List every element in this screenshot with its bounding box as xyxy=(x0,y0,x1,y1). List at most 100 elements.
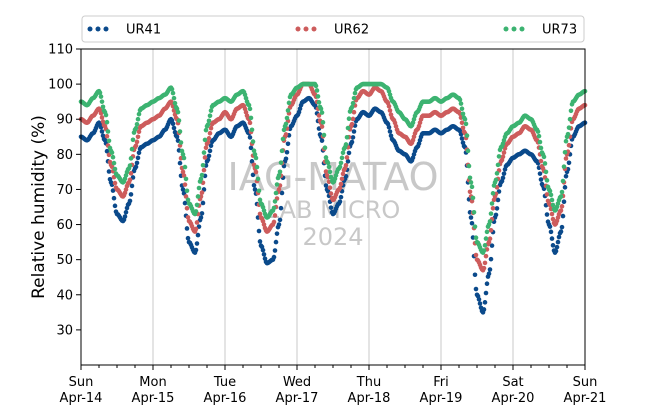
legend: UR41 UR62 UR73 xyxy=(81,15,585,43)
legend-marker xyxy=(103,26,109,32)
y-tick-label: 110 xyxy=(48,43,73,58)
data-point xyxy=(112,203,118,209)
data-point xyxy=(284,115,290,121)
data-point xyxy=(278,205,284,211)
data-point xyxy=(207,130,213,136)
data-point xyxy=(201,150,207,155)
data-point xyxy=(560,213,566,219)
data-point xyxy=(136,111,142,117)
data-point xyxy=(198,215,204,220)
data-point xyxy=(318,106,324,111)
legend-marker xyxy=(303,26,309,32)
data-point xyxy=(195,232,201,238)
data-point xyxy=(486,271,492,277)
data-point xyxy=(109,150,115,155)
data-point xyxy=(487,236,493,242)
data-point xyxy=(248,145,254,151)
data-point xyxy=(339,155,345,161)
x-tick-date: Apr-17 xyxy=(276,391,319,406)
data-point xyxy=(321,132,327,138)
legend-marker xyxy=(95,26,101,32)
data-point xyxy=(496,154,502,159)
data-point xyxy=(386,103,392,109)
data-point xyxy=(351,129,357,134)
y-tick-label: 50 xyxy=(56,253,73,268)
data-point xyxy=(351,95,357,101)
data-point xyxy=(251,182,257,188)
data-point xyxy=(558,194,564,199)
data-point xyxy=(494,171,500,176)
legend-marker xyxy=(503,26,509,32)
data-point xyxy=(128,156,134,161)
data-point xyxy=(199,190,205,195)
data-point xyxy=(256,188,262,194)
data-point xyxy=(559,204,565,209)
data-point xyxy=(537,139,543,145)
data-point xyxy=(184,206,190,211)
data-point xyxy=(129,183,135,189)
data-point xyxy=(203,127,209,133)
data-point xyxy=(253,155,259,161)
data-point xyxy=(106,169,112,174)
data-point xyxy=(556,234,562,240)
data-point xyxy=(172,100,178,106)
data-point xyxy=(559,189,565,195)
data-point xyxy=(343,142,349,147)
data-point xyxy=(337,164,343,170)
data-point xyxy=(535,129,541,134)
data-point xyxy=(323,183,329,188)
data-point xyxy=(199,211,205,216)
data-point xyxy=(350,116,356,122)
x-tick-day: Thu xyxy=(356,375,381,390)
data-point xyxy=(276,222,282,227)
data-point xyxy=(276,187,282,192)
data-point xyxy=(252,187,258,192)
data-point xyxy=(130,137,136,143)
data-point xyxy=(279,148,285,154)
data-point xyxy=(180,187,186,192)
data-point xyxy=(345,125,351,131)
data-point xyxy=(206,153,212,159)
data-point xyxy=(487,219,493,224)
data-point xyxy=(484,229,490,235)
data-point xyxy=(386,124,392,130)
data-point xyxy=(542,161,548,166)
data-point xyxy=(462,116,468,122)
data-point xyxy=(277,169,283,175)
data-point xyxy=(489,201,495,206)
data-point xyxy=(178,140,184,145)
data-point xyxy=(128,192,134,197)
data-point xyxy=(468,215,474,220)
data-point xyxy=(561,164,567,169)
data-point xyxy=(488,227,494,233)
data-point xyxy=(553,248,559,254)
legend-entry-UR73: UR73 xyxy=(503,23,577,38)
data-point xyxy=(494,206,500,211)
data-point xyxy=(127,177,133,183)
data-point xyxy=(559,224,565,230)
legend-marker xyxy=(511,26,517,32)
data-point xyxy=(181,155,187,161)
data-point xyxy=(285,141,291,147)
data-point xyxy=(313,83,319,89)
y-tick-label: 40 xyxy=(56,288,73,303)
data-point xyxy=(195,194,201,199)
data-point xyxy=(98,110,104,116)
data-point xyxy=(548,229,554,235)
data-point xyxy=(194,220,200,225)
data-point xyxy=(247,120,253,126)
data-point xyxy=(477,301,483,306)
data-point xyxy=(251,148,257,153)
data-point xyxy=(250,139,256,144)
data-point xyxy=(184,188,190,194)
data-point xyxy=(327,185,333,190)
data-point xyxy=(345,159,351,164)
data-point xyxy=(206,136,212,141)
data-point xyxy=(484,281,490,287)
data-point xyxy=(544,192,550,197)
data-point xyxy=(563,138,569,144)
data-point xyxy=(488,211,494,216)
data-point xyxy=(558,229,564,234)
data-point xyxy=(549,197,555,203)
data-point xyxy=(133,164,139,170)
